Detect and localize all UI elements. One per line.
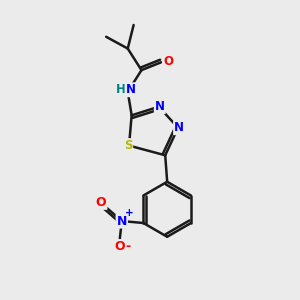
Text: S: S <box>124 139 132 152</box>
Text: O: O <box>115 240 125 253</box>
Text: O: O <box>163 55 173 68</box>
Text: N: N <box>155 100 165 113</box>
Text: N: N <box>117 214 127 227</box>
Text: +: + <box>125 208 134 218</box>
Text: H: H <box>116 83 126 96</box>
Text: N: N <box>126 83 136 96</box>
Text: -: - <box>125 240 130 253</box>
Text: O: O <box>96 196 106 209</box>
Text: N: N <box>174 121 184 134</box>
